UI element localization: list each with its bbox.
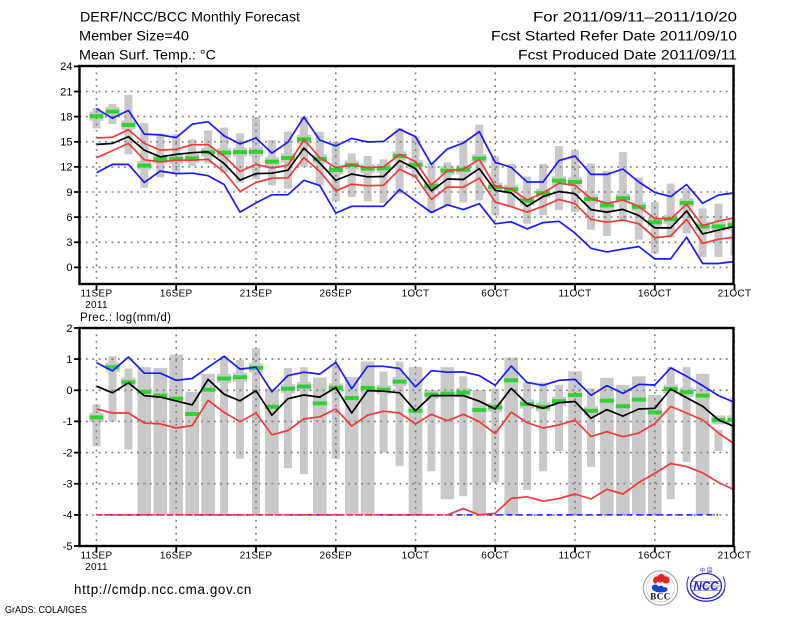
- svg-text:-5: -5: [63, 541, 73, 553]
- svg-text:2011: 2011: [85, 562, 108, 573]
- svg-text:-4: -4: [63, 510, 73, 522]
- svg-text:Mean Surf. Temp.: °C: Mean Surf. Temp.: °C: [79, 47, 216, 63]
- svg-text:6OCT: 6OCT: [481, 289, 509, 300]
- svg-text:21SEP: 21SEP: [240, 289, 273, 300]
- svg-text:11SEP: 11SEP: [81, 289, 113, 300]
- svg-text:21OCT: 21OCT: [718, 551, 752, 562]
- svg-text:26SEP: 26SEP: [319, 551, 352, 562]
- svg-text:15: 15: [60, 137, 72, 149]
- svg-text:12: 12: [60, 162, 72, 174]
- svg-text:16OCT: 16OCT: [638, 551, 672, 562]
- svg-text:中 国: 中 国: [700, 567, 713, 575]
- svg-text:21SEP: 21SEP: [240, 551, 273, 562]
- svg-text:24: 24: [60, 61, 72, 73]
- svg-text:For 2011/09/11–2011/10/20: For 2011/09/11–2011/10/20: [533, 9, 737, 25]
- svg-text:-2: -2: [63, 447, 73, 459]
- svg-text:http://cmdp.ncc.cma.gov.cn: http://cmdp.ncc.cma.gov.cn: [74, 582, 252, 597]
- svg-text:16OCT: 16OCT: [638, 289, 672, 300]
- svg-text:11OCT: 11OCT: [559, 551, 592, 562]
- svg-text:16SEP: 16SEP: [160, 551, 193, 562]
- svg-text:16SEP: 16SEP: [160, 289, 193, 300]
- svg-text:26SEP: 26SEP: [319, 289, 352, 300]
- svg-text:18: 18: [60, 111, 72, 123]
- svg-text:11SEP: 11SEP: [81, 551, 113, 562]
- svg-text:6OCT: 6OCT: [481, 551, 509, 562]
- svg-text:Member Size=40: Member Size=40: [79, 28, 189, 44]
- svg-text:GrADS: COLA/IGES: GrADS: COLA/IGES: [5, 605, 87, 616]
- svg-text:11OCT: 11OCT: [559, 289, 592, 300]
- svg-text:NCC: NCC: [694, 581, 720, 593]
- svg-text:Fcst Produced Date 2011/09/11: Fcst Produced Date 2011/09/11: [518, 47, 737, 63]
- svg-text:21: 21: [60, 86, 72, 98]
- svg-text:DERF/NCC/BCC Monthly Forecast: DERF/NCC/BCC Monthly Forecast: [80, 9, 300, 25]
- svg-text:1OCT: 1OCT: [402, 551, 430, 562]
- svg-text:0: 0: [66, 385, 72, 397]
- svg-text:21OCT: 21OCT: [718, 289, 752, 300]
- svg-text:2: 2: [66, 323, 72, 335]
- svg-text:3: 3: [66, 237, 72, 249]
- svg-text:9: 9: [66, 187, 72, 199]
- svg-text:Fcst Started Refer Date 2011/0: Fcst Started Refer Date 2011/09/10: [491, 28, 737, 44]
- svg-text:2011: 2011: [85, 300, 108, 311]
- svg-text:-1: -1: [63, 416, 73, 428]
- svg-text:1: 1: [66, 354, 72, 366]
- svg-text:6: 6: [66, 212, 72, 224]
- svg-text:BCC: BCC: [650, 592, 671, 602]
- svg-text:Prec.: log(mm/d): Prec.: log(mm/d): [80, 312, 171, 324]
- svg-text:0: 0: [66, 262, 72, 274]
- svg-text:-3: -3: [63, 479, 73, 491]
- svg-text:1OCT: 1OCT: [402, 289, 430, 300]
